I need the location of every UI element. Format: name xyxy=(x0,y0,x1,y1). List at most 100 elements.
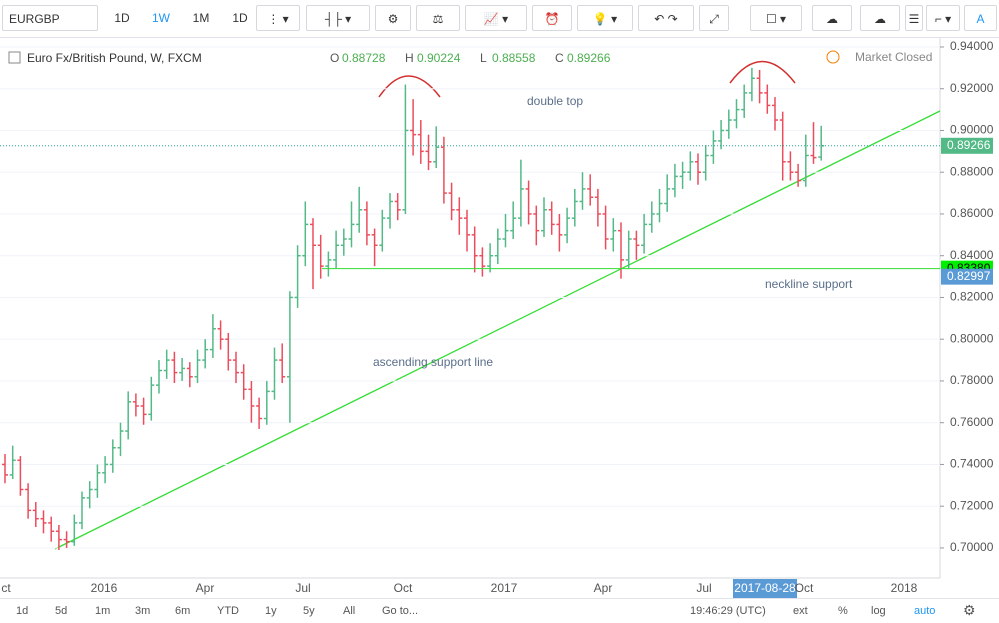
save-button[interactable]: ☁ xyxy=(812,5,852,31)
settings-button[interactable]: ⚙ xyxy=(375,5,411,31)
ohlc-bar xyxy=(363,201,370,246)
ohlc-bar xyxy=(2,454,8,484)
x-tick-label: Apr xyxy=(196,581,215,595)
status-icon xyxy=(826,50,840,64)
top-arc xyxy=(729,60,796,84)
x-tick-label: Oct xyxy=(394,581,413,595)
ohlc-bar xyxy=(625,230,632,269)
ohlc-bar xyxy=(410,99,417,156)
chart-type-menu[interactable]: ⋮ ▾ xyxy=(256,5,300,31)
top-arc xyxy=(378,75,441,98)
ohlc-bar xyxy=(772,97,778,131)
ohlc-bar xyxy=(756,69,763,104)
text-tool[interactable]: A xyxy=(964,5,997,31)
ohlc-bar xyxy=(156,360,162,394)
ohlc-bar xyxy=(17,456,24,496)
ohlc-bar xyxy=(818,125,825,161)
ideas-button[interactable]: 💡 ▾ xyxy=(577,5,633,31)
market-status: Market Closed xyxy=(855,50,932,64)
y-tick-label: 0.74000 xyxy=(950,457,994,471)
price-label: 0.89266 xyxy=(947,138,991,152)
interval-button[interactable]: 1W xyxy=(143,5,179,31)
ohlc-bar xyxy=(340,228,347,256)
compare-button[interactable]: ⚖ xyxy=(416,5,460,31)
axis-option[interactable]: log xyxy=(871,605,886,617)
range-button[interactable]: 1d xyxy=(16,605,29,617)
axis-option[interactable]: auto xyxy=(914,605,936,617)
axis-option[interactable]: ext xyxy=(793,605,808,617)
ohlc-bar xyxy=(664,174,671,212)
annotation: double top xyxy=(527,94,583,108)
y-tick-label: 0.76000 xyxy=(950,415,994,429)
drawing-menu[interactable]: ⌐ ▾ xyxy=(926,5,960,31)
ohlc-bar xyxy=(517,159,524,227)
fullscreen-button[interactable]: ⤢ xyxy=(699,5,729,31)
ohlc-bar xyxy=(748,67,755,102)
y-tick-label: 0.90000 xyxy=(950,123,994,137)
ohlc-bar xyxy=(502,213,509,248)
range-button[interactable]: 6m xyxy=(175,605,191,617)
price-label-bg xyxy=(941,268,993,285)
ohlc-bar xyxy=(464,209,470,252)
ohlc-bar xyxy=(533,205,540,246)
bar-style-menu[interactable]: ┤├ ▾ xyxy=(306,5,370,31)
legend-title: Euro Fx/British Pound, W, FXCM xyxy=(27,51,202,65)
ohlc-bar xyxy=(741,84,748,118)
legend-key: O xyxy=(330,51,339,65)
range-button[interactable]: 5y xyxy=(303,605,315,617)
y-tick-label: 0.88000 xyxy=(950,164,994,178)
settings-icon[interactable]: ⚙ xyxy=(963,602,976,618)
ascending-trend-line xyxy=(54,110,941,550)
ohlc-bar xyxy=(302,201,309,267)
ohlc-bar xyxy=(40,510,47,534)
ohlc-bar xyxy=(263,380,270,425)
range-button[interactable]: 1m xyxy=(95,605,111,617)
alert-button[interactable]: ⏰ xyxy=(532,5,572,31)
undo-redo[interactable]: ↶ ↷ xyxy=(638,5,694,31)
ohlc-bar xyxy=(233,351,239,384)
y-tick-label: 0.72000 xyxy=(950,498,994,512)
ohlc-bar xyxy=(779,111,786,181)
ohlc-bar xyxy=(571,188,578,227)
ohlc-bar xyxy=(494,228,501,265)
ohlc-bar xyxy=(456,197,463,235)
range-button[interactable]: 5d xyxy=(55,605,68,617)
legend-key: C xyxy=(555,51,564,65)
interval-button[interactable]: 1D xyxy=(222,5,258,31)
range-button[interactable]: 1y xyxy=(265,605,277,617)
range-button[interactable]: All xyxy=(343,605,356,617)
ohlc-bar xyxy=(810,122,817,164)
ohlc-bar xyxy=(240,364,247,400)
interval-button[interactable]: 1M xyxy=(183,5,219,31)
ohlc-bar xyxy=(541,197,547,237)
more-button[interactable]: ☰ xyxy=(905,5,923,31)
ohlc-bar xyxy=(256,397,263,429)
axis-option[interactable]: % xyxy=(838,605,848,617)
ohlc-bar xyxy=(317,234,324,279)
legend-value: 0.90224 xyxy=(417,51,461,65)
ohlc-bar xyxy=(163,349,170,379)
crosshair-time-bg xyxy=(733,579,797,598)
symbol-input[interactable]: EURGBP xyxy=(2,5,98,31)
ohlc-bar xyxy=(725,109,732,139)
ohlc-bar xyxy=(702,145,709,181)
ohlc-bar xyxy=(479,247,486,277)
interval-button[interactable]: 1D xyxy=(104,5,140,31)
ohlc-bar xyxy=(71,514,78,546)
range-button[interactable]: YTD xyxy=(217,605,239,617)
chart: 0.94000 0.92000 0.90000 0.88000 0.86000 0.840… xyxy=(0,38,994,598)
load-button[interactable]: ☁ xyxy=(860,5,900,31)
collapse-icon[interactable] xyxy=(8,51,21,64)
range-button[interactable]: 3m xyxy=(135,605,151,617)
ohlc-bar xyxy=(102,456,109,484)
ohlc-bar xyxy=(510,201,517,240)
ohlc-bar xyxy=(610,218,617,252)
indicators-button[interactable]: 📈 ▾ xyxy=(465,5,527,31)
y-tick-label: 0.84000 xyxy=(950,248,994,262)
ohlc-bar xyxy=(656,188,663,223)
y-tick-label: 0.80000 xyxy=(950,331,994,345)
layout-menu[interactable]: ☐ ▾ xyxy=(750,5,802,31)
range-button[interactable]: Go to... xyxy=(382,605,419,617)
ohlc-bar xyxy=(55,524,62,551)
